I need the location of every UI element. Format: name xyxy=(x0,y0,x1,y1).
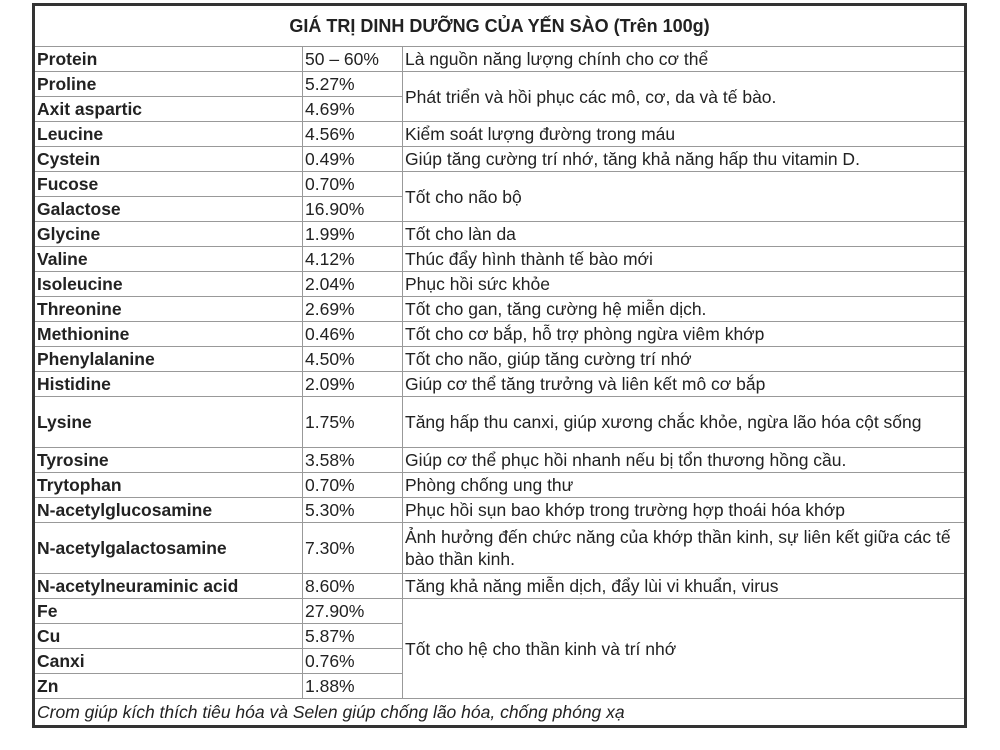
nutrient-name: Cu xyxy=(33,623,303,649)
nutrient-benefit: Tốt cho não, giúp tăng cường trí nhớ xyxy=(402,346,966,372)
nutrition-table: GIÁ TRỊ DINH DƯỠNG CỦA YẾN SÀO (Trên 100… xyxy=(32,3,967,728)
table-row: Canxi 0.76% xyxy=(33,648,966,674)
footer-row: Crom giúp kích thích tiêu hóa và Selen g… xyxy=(33,698,966,727)
title-row: GIÁ TRỊ DINH DƯỠNG CỦA YẾN SÀO (Trên 100… xyxy=(33,4,966,47)
table-row: Methionine 0.46% Tốt cho cơ bắp, hỗ trợ ph… xyxy=(33,321,966,347)
nutrient-value: 1.99% xyxy=(302,221,403,247)
nutrient-value: 1.88% xyxy=(302,673,403,699)
nutrient-value: 1.75% xyxy=(302,396,403,448)
table-row: Axit aspartic 4.69% xyxy=(33,96,966,122)
table-row: Cu 5.87% xyxy=(33,623,966,649)
nutrient-name: Fucose xyxy=(33,171,303,197)
table-footnote: Crom giúp kích thích tiêu hóa và Selen g… xyxy=(33,698,966,727)
nutrient-name: Galactose xyxy=(33,196,303,222)
nutrient-benefit: Phục hồi sức khỏe xyxy=(402,271,966,297)
nutrient-benefit: Phục hồi sụn bao khớp trong trường hợp t… xyxy=(402,497,966,523)
table-row: Fe 27.90% Tốt cho hệ cho thần kinh và trí … xyxy=(33,598,966,699)
nutrient-benefit: Kiểm soát lượng đường trong máu xyxy=(402,121,966,147)
nutrient-name: N-acetylneuraminic acid xyxy=(33,573,303,599)
nutrient-value: 4.50% xyxy=(302,346,403,372)
nutrient-name: Histidine xyxy=(33,371,303,397)
nutrient-name: N-acetylglucosamine xyxy=(33,497,303,523)
nutrient-name: Lysine xyxy=(33,396,303,448)
nutrient-value: 0.76% xyxy=(302,648,403,674)
nutrient-benefit: Tốt cho hệ cho thần kinh và trí nhớ xyxy=(402,598,966,699)
nutrient-value: 3.58% xyxy=(302,447,403,473)
table-row: Leucine 4.56% Kiểm soát lượng đường trong … xyxy=(33,121,966,147)
nutrient-name: Cystein xyxy=(33,146,303,172)
nutrient-value: 4.12% xyxy=(302,246,403,272)
nutrient-value: 0.70% xyxy=(302,472,403,498)
table-row: Fucose 0.70% Tốt cho não bộ xyxy=(33,171,966,222)
nutrient-benefit: Thúc đẩy hình thành tế bào mới xyxy=(402,246,966,272)
nutrient-benefit: Tăng khả năng miễn dịch, đẩy lùi vi khuẩ… xyxy=(402,573,966,599)
nutrient-benefit: Phòng chống ung thư xyxy=(402,472,966,498)
nutrient-name: Axit aspartic xyxy=(33,96,303,122)
nutrient-name: Canxi xyxy=(33,648,303,674)
nutrient-value: 16.90% xyxy=(302,196,403,222)
nutrient-value: 5.27% xyxy=(302,71,403,97)
nutrient-name: N-acetylgalactosamine xyxy=(33,522,303,574)
nutrient-name: Methionine xyxy=(33,321,303,347)
nutrient-benefit: Giúp tăng cường trí nhớ, tăng khả năng h… xyxy=(402,146,966,172)
nutrient-benefit: Tốt cho gan, tăng cường hệ miễn dịch. xyxy=(402,296,966,322)
nutrient-name: Protein xyxy=(33,46,303,72)
table-row: Phenylalanine 4.50% Tốt cho não, giúp tăng… xyxy=(33,346,966,372)
nutrient-value: 2.04% xyxy=(302,271,403,297)
nutrient-benefit: Tốt cho làn da xyxy=(402,221,966,247)
nutrient-name: Trytophan xyxy=(33,472,303,498)
table-row: Lysine 1.75% Tăng hấp thu canxi, giúp xươn… xyxy=(33,396,966,448)
nutrient-value: 7.30% xyxy=(302,522,403,574)
nutrient-value: 5.87% xyxy=(302,623,403,649)
table-row: Protein 50 – 60% Là nguồn năng lượng chính… xyxy=(33,46,966,72)
nutrient-name: Glycine xyxy=(33,221,303,247)
table-row: Zn 1.88% xyxy=(33,673,966,699)
nutrient-benefit: Là nguồn năng lượng chính cho cơ thể xyxy=(402,46,966,72)
nutrient-value: 8.60% xyxy=(302,573,403,599)
nutrient-benefit: Tăng hấp thu canxi, giúp xương chắc khỏe… xyxy=(402,396,966,448)
nutrient-value: 50 – 60% xyxy=(302,46,403,72)
table-row: N-acetylgalactosamine 7.30% Ảnh hưởng đến … xyxy=(33,522,966,574)
table-row: Isoleucine 2.04% Phục hồi sức khỏe xyxy=(33,271,966,297)
nutrient-benefit: Tốt cho cơ bắp, hỗ trợ phòng ngừa viêm k… xyxy=(402,321,966,347)
nutrient-value: 4.56% xyxy=(302,121,403,147)
nutrient-value: 0.70% xyxy=(302,171,403,197)
nutrient-name: Leucine xyxy=(33,121,303,147)
nutrient-value: 5.30% xyxy=(302,497,403,523)
nutrient-value: 27.90% xyxy=(302,598,403,624)
nutrient-benefit: Tốt cho não bộ xyxy=(402,171,966,222)
nutrient-benefit: Giúp cơ thể phục hồi nhanh nếu bị tổn th… xyxy=(402,447,966,473)
nutrient-name: Isoleucine xyxy=(33,271,303,297)
nutrient-name: Tyrosine xyxy=(33,447,303,473)
table-row: Trytophan 0.70% Phòng chống ung thư xyxy=(33,472,966,498)
nutrient-value: 2.09% xyxy=(302,371,403,397)
nutrient-name: Threonine xyxy=(33,296,303,322)
table-row: Valine 4.12% Thúc đẩy hình thành tế bào mớ… xyxy=(33,246,966,272)
nutrient-benefit: Ảnh hưởng đến chức năng của khớp thần ki… xyxy=(402,522,966,574)
table-row: Tyrosine 3.58% Giúp cơ thể phục hồi nhanh … xyxy=(33,447,966,473)
nutrient-value: 2.69% xyxy=(302,296,403,322)
nutrient-value: 4.69% xyxy=(302,96,403,122)
nutrient-name: Phenylalanine xyxy=(33,346,303,372)
table-row: Histidine 2.09% Giúp cơ thể tăng trưởng và… xyxy=(33,371,966,397)
table-title: GIÁ TRỊ DINH DƯỠNG CỦA YẾN SÀO (Trên 100… xyxy=(33,4,966,47)
nutrient-benefit: Phát triển và hồi phục các mô, cơ, da và… xyxy=(402,71,966,122)
table-row: Threonine 2.69% Tốt cho gan, tăng cường hệ… xyxy=(33,296,966,322)
table-row: N-acetylneuraminic acid 8.60% Tăng khả năn… xyxy=(33,573,966,599)
table-row: N-acetylglucosamine 5.30% Phục hồi sụn bao… xyxy=(33,497,966,523)
table-row: Proline 5.27% Phát triển và hồi phục các m… xyxy=(33,71,966,122)
nutrient-name: Valine xyxy=(33,246,303,272)
nutrient-name: Zn xyxy=(33,673,303,699)
nutrient-value: 0.49% xyxy=(302,146,403,172)
table-row: Cystein 0.49% Giúp tăng cường trí nhớ, tăn… xyxy=(33,146,966,172)
table-row: Glycine 1.99% Tốt cho làn da xyxy=(33,221,966,247)
nutrient-benefit: Giúp cơ thể tăng trưởng và liên kết mô c… xyxy=(402,371,966,397)
nutrient-name: Fe xyxy=(33,598,303,624)
nutrient-name: Proline xyxy=(33,71,303,97)
nutrient-value: 0.46% xyxy=(302,321,403,347)
